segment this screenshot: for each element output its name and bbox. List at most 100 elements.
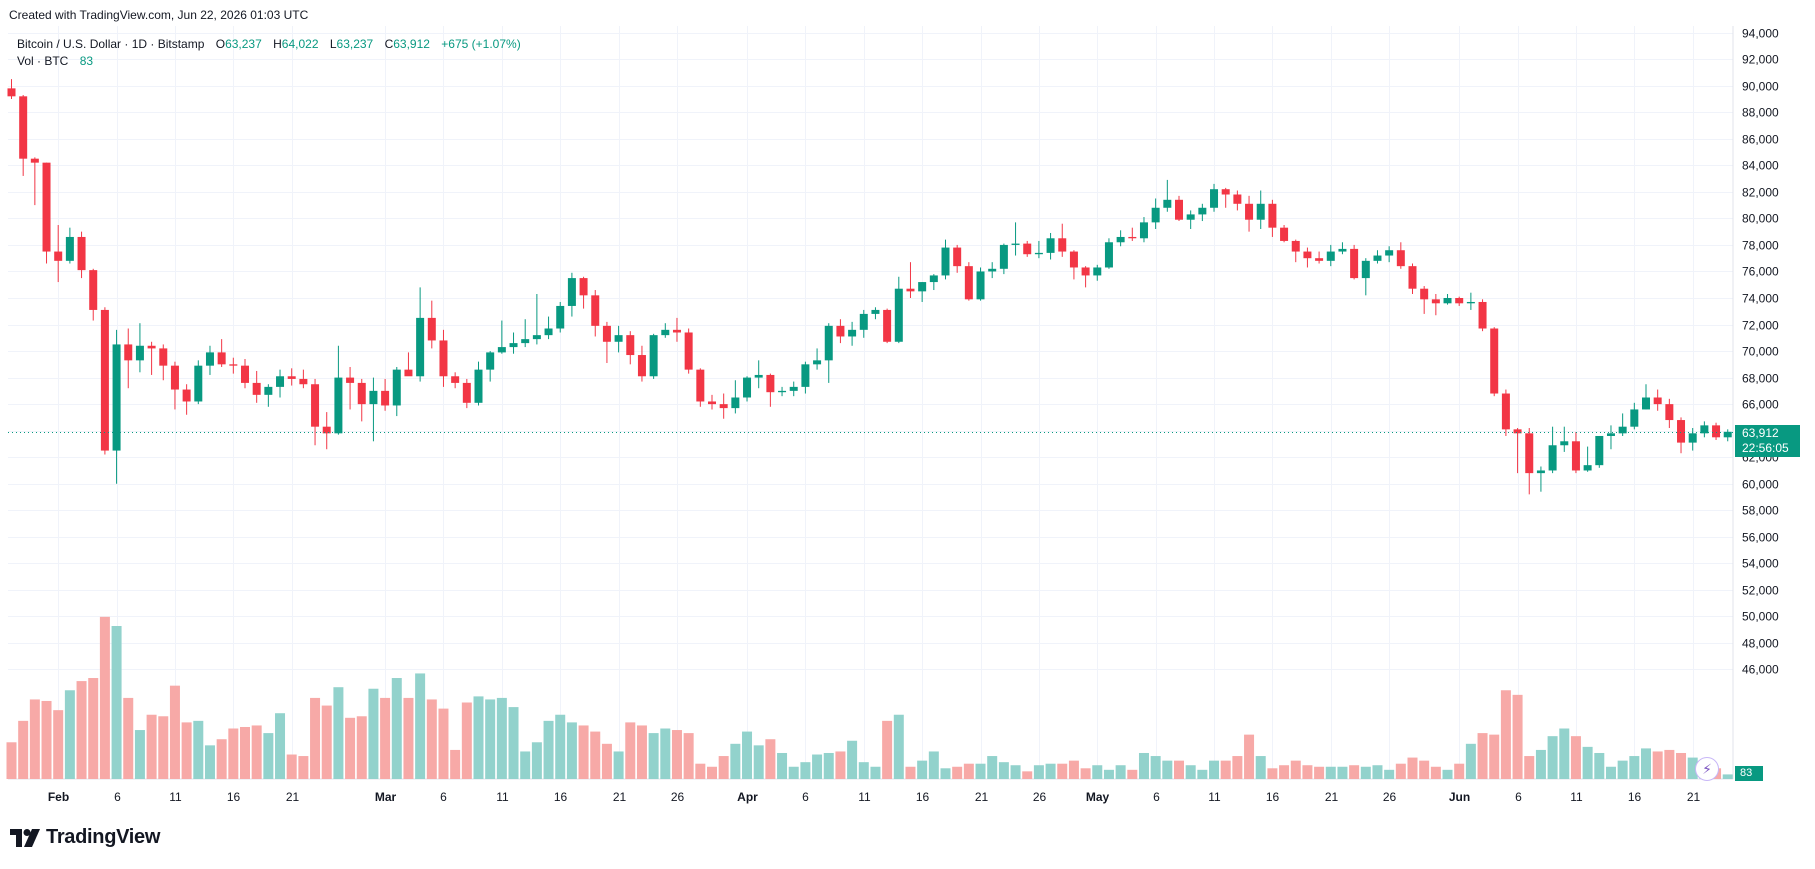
candle-body: [649, 335, 658, 377]
candle-body: [1151, 207, 1160, 223]
volume-bar: [683, 733, 694, 779]
volume-bar: [1080, 768, 1091, 779]
candle-body: [1455, 297, 1464, 304]
candle-body: [976, 271, 985, 300]
candle-body: [614, 335, 623, 342]
volume-bar: [485, 699, 496, 779]
volume-bar: [1617, 760, 1628, 779]
x-tick-label: 16: [1266, 790, 1280, 804]
volume-bar: [1045, 763, 1056, 779]
candle-body: [1571, 441, 1580, 471]
candle-body: [474, 369, 483, 403]
volume-bar: [800, 762, 811, 779]
candle-body: [824, 325, 833, 361]
volume-bar: [146, 714, 157, 779]
volume-bar: [228, 728, 239, 779]
candle-body: [54, 251, 63, 261]
candle-body: [1560, 441, 1569, 446]
candle-body: [1630, 409, 1639, 427]
candle-body: [334, 377, 343, 434]
volume-bar: [531, 742, 542, 779]
x-tick-label: May: [1086, 790, 1110, 804]
candle-body: [1221, 189, 1230, 195]
tradingview-logo-text: TradingView: [46, 826, 161, 848]
y-tick-label: 48,000: [1742, 637, 1779, 651]
candle-body: [322, 426, 331, 434]
y-tick-label: 58,000: [1742, 504, 1779, 518]
symbol-title[interactable]: Bitcoin / U.S. Dollar · 1D · Bitstamp: [17, 37, 205, 51]
x-tick-label: 6: [1153, 790, 1160, 804]
volume-bar: [1570, 736, 1581, 779]
candle-body: [1303, 251, 1312, 259]
candle-body: [1291, 240, 1300, 252]
open-label: O: [215, 37, 226, 51]
grid: [8, 26, 1733, 779]
x-axis[interactable]: Feb 6 11 16 21 Mar 6 11 16 21 26 Apr 6 11 16 21 26 May 6 11…: [48, 790, 1701, 804]
volume-bar: [473, 696, 484, 779]
volume-bar: [1652, 751, 1663, 779]
volume-bar: [1103, 769, 1114, 779]
candle-body: [859, 313, 868, 330]
volume-bar: [858, 762, 869, 779]
volume-bar: [251, 725, 262, 779]
volume-label[interactable]: Vol · BTC: [17, 54, 69, 68]
candle-body: [135, 345, 144, 361]
candle-body: [89, 270, 98, 310]
candle-body: [1642, 397, 1650, 410]
y-tick-label: 82,000: [1742, 186, 1779, 200]
candle-body: [357, 382, 366, 405]
candle-body: [1501, 393, 1510, 430]
candle-body: [1326, 251, 1335, 261]
candle-body: [602, 325, 611, 342]
legend-volume-row: Vol · BTC 83: [17, 53, 521, 70]
volume-bar: [695, 763, 706, 779]
y-tick-label: 52,000: [1742, 584, 1779, 598]
x-tick-label: 21: [1325, 790, 1339, 804]
candle-body: [112, 344, 121, 451]
candle-body: [217, 352, 226, 365]
y-tick-label: 68,000: [1742, 372, 1779, 386]
close-value: 63,912: [393, 37, 430, 51]
volume-bar: [403, 697, 414, 779]
volume-bar: [671, 730, 682, 779]
x-tick-label: 11: [496, 790, 509, 804]
volume-bar: [216, 739, 227, 779]
tradingview-logo[interactable]: TradingView: [10, 826, 160, 849]
volume-bar: [240, 726, 250, 779]
volume-bar: [263, 733, 274, 779]
volume-bar: [1115, 765, 1126, 779]
candle-body: [743, 377, 752, 398]
candle-body: [894, 288, 903, 342]
candle-body: [1466, 301, 1475, 304]
volume-bar: [1629, 756, 1640, 779]
candle-body: [1011, 243, 1020, 245]
volume-bar: [1267, 768, 1278, 779]
candle-body: [311, 384, 320, 427]
lightning-icon[interactable]: ⚡: [1695, 757, 1719, 781]
volume-bar: [578, 725, 589, 779]
candle-body: [1665, 404, 1674, 421]
candle-body: [544, 328, 553, 336]
volume-bar: [18, 720, 29, 779]
volume-bar: [1232, 756, 1243, 779]
volume-bar: [1454, 763, 1465, 779]
x-tick-label: 16: [916, 790, 930, 804]
y-tick-label: 56,000: [1742, 531, 1779, 545]
candle-body: [7, 88, 16, 97]
volume-bar: [1197, 769, 1208, 779]
volume-bar: [742, 731, 753, 779]
volume-bar: [555, 714, 566, 779]
low-label: L: [329, 37, 337, 51]
candle-body: [626, 335, 635, 356]
volume-bar: [1325, 766, 1336, 779]
volume-bar: [275, 713, 286, 779]
volume-bar: [1477, 733, 1488, 779]
volume-bars: [6, 616, 1733, 779]
y-axis[interactable]: 94,000 92,000 90,000 88,000 86,000 84,000 82,0…: [1742, 27, 1779, 677]
candle-body: [708, 401, 716, 405]
volume-bar: [1722, 774, 1733, 779]
candle-body: [241, 365, 249, 383]
candle-body: [1175, 199, 1183, 220]
candle-body: [871, 309, 880, 314]
